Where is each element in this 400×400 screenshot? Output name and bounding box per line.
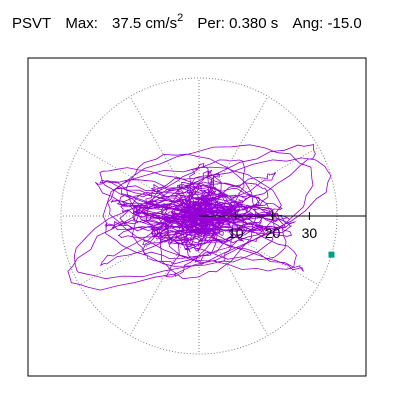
grid-spoke-300 (198, 215, 269, 336)
plot-frame (27, 57, 367, 377)
chart-title: PSVT (12, 15, 52, 32)
angle-label: Ang: (292, 15, 324, 32)
grid-spoke-330 (198, 215, 319, 286)
reference-axis (199, 212, 366, 220)
trace-path (67, 144, 332, 291)
angle-value: -15.0 (327, 15, 362, 32)
max-response-marker (328, 251, 335, 258)
max-value: 37.5 (112, 15, 142, 32)
radial-tick-labels: 10 20 30 (228, 225, 317, 241)
period-value: 0.380 s (229, 15, 279, 32)
response-trace (67, 144, 332, 291)
radial-tick-label-10: 10 (228, 225, 244, 241)
grid-spoke-120 (129, 96, 200, 217)
chart-header: PSVT Max: 37.5 cm/s2 Per: 0.380 s Ang: -… (12, 12, 362, 35)
max-marker (328, 251, 335, 258)
grid-spoke-210 (79, 215, 200, 286)
grid-spoke-150 (79, 146, 200, 217)
radial-tick-label-30: 30 (302, 225, 318, 241)
max-label: Max: (65, 15, 98, 32)
period-label: Per: (197, 15, 225, 32)
max-unit-superscript: 2 (177, 12, 184, 24)
radial-tick-label-20: 20 (265, 225, 281, 241)
grid-spoke-60 (198, 96, 269, 217)
max-unit: cm/s (145, 15, 178, 32)
